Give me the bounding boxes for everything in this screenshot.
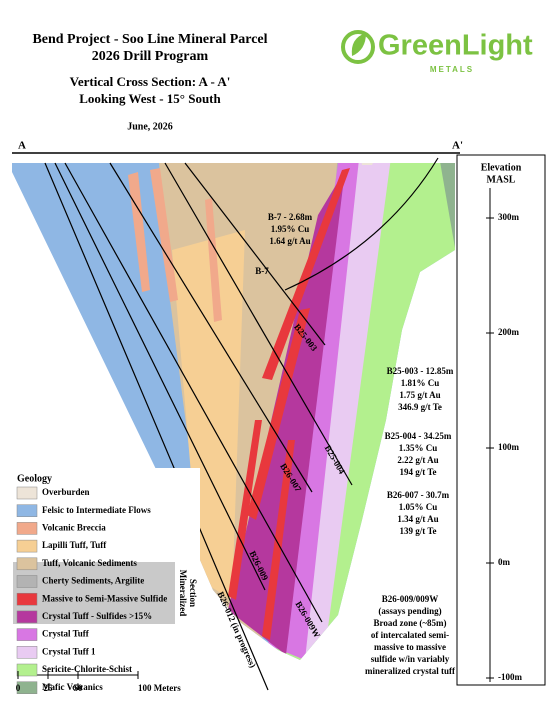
legend-swatch <box>16 575 38 588</box>
elevation-box <box>456 154 546 686</box>
drill-hole <box>44 162 269 691</box>
geology-unit <box>228 170 345 655</box>
elevation-tick-label: -100m <box>498 672 522 682</box>
legend-label: Felsic to Intermediate Flows <box>42 505 151 515</box>
geology-unit <box>205 198 222 322</box>
intercept-text: 2.22 g/t Au <box>397 455 438 465</box>
section-start: A <box>18 140 26 152</box>
group-label: Section <box>188 579 198 607</box>
intercept-text: 1.75 g/t Au <box>399 390 440 400</box>
legend-swatch <box>16 646 38 659</box>
scale-label: 50 <box>74 683 84 693</box>
legend-label: Volcanic Breccia <box>42 522 106 532</box>
section-line: Looking West - 15° South <box>79 91 221 106</box>
elevation-tick-label: 200m <box>498 327 520 337</box>
legend-swatch <box>16 681 38 694</box>
geology-unit <box>262 440 295 640</box>
drill-hole <box>109 162 313 493</box>
mineralized-group <box>13 562 175 624</box>
legend-label: Tuff, Volcanic Sediments <box>42 558 137 568</box>
legend-label: Crystal Tuff - Sulfides >15% <box>42 611 152 621</box>
legend-label: Crystal Tuff 1 <box>42 646 96 656</box>
title-line: 2026 Drill Program <box>92 49 209 64</box>
elevation-title: Elevation <box>481 162 522 173</box>
intercept-text: 194 g/t Te <box>399 467 436 477</box>
intercept-text: 1.05% Cu <box>399 502 438 512</box>
logo-leaf <box>351 33 366 56</box>
logo-mark <box>341 30 375 64</box>
geology-unit <box>228 420 262 600</box>
group-label: Mineralized <box>178 570 188 617</box>
legend-swatch <box>16 628 38 641</box>
elevation-title: MASL <box>487 174 516 185</box>
geology-unit <box>262 168 350 380</box>
legend-label: Overburden <box>42 487 90 497</box>
legend-swatch <box>16 557 38 571</box>
scale-label: 0 <box>16 683 21 693</box>
legend-swatch <box>16 486 38 500</box>
drill-hole-label: B-7 <box>255 266 269 276</box>
intercept-text: of intercalated semi- <box>371 630 449 640</box>
intercept-text: 1.34 g/t Au <box>397 514 438 524</box>
legend-title: Geology <box>17 473 52 484</box>
geology-unit <box>438 163 455 250</box>
legend-swatch <box>16 522 38 535</box>
logo: GreenLight METALS <box>341 30 533 74</box>
legend-swatch <box>16 663 38 677</box>
scale-label: 100 Meters <box>138 683 181 693</box>
scale-label: 25 <box>44 683 54 693</box>
legend-label: Cherty Sediments, Argilite <box>42 576 144 586</box>
intercept-text: 1.81% Cu <box>401 378 440 388</box>
elevation-tick-label: 300m <box>498 212 520 222</box>
intercept-text: B26-009/009W <box>382 594 439 604</box>
intercept-text: B25-003 - 12.85m <box>387 366 454 376</box>
logo-name: GreenLight <box>378 30 533 62</box>
intercept-text: 1.95% Cu <box>271 224 310 234</box>
drill-hole <box>164 162 353 486</box>
legend-swatch <box>16 504 38 517</box>
geology-unit <box>150 168 178 302</box>
section-end: A' <box>452 140 463 152</box>
geology-unit <box>247 308 310 520</box>
logo-tagline: METALS <box>430 65 474 74</box>
geology-unit <box>172 230 245 600</box>
legend-label: Massive to Semi-Massive Sulfide <box>42 593 167 603</box>
legend-swatch <box>16 539 38 553</box>
elevation-tick-label: 0m <box>498 557 511 567</box>
intercept-text: massive to massive <box>374 642 446 652</box>
intercept-text: Broad zone (~85m) <box>373 618 446 628</box>
legend-label: Crystal Tuff <box>42 629 90 639</box>
intercept-text: B25-004 - 34.25m <box>385 431 452 441</box>
title-line: Bend Project - Soo Line Mineral Parcel <box>32 32 267 47</box>
intercept-text: 1.35% Cu <box>399 443 438 453</box>
intercept-text: 1.64 g/t Au <box>269 236 310 246</box>
legend-label: Lapilli Tuff, Tuff <box>42 540 107 550</box>
geology-unit <box>298 163 392 655</box>
intercept-text: B26-007 - 30.7m <box>387 490 450 500</box>
legend-label: Sericite-Chlorite-Schist <box>42 664 132 674</box>
legend-swatch <box>16 592 38 606</box>
section-line: Vertical Cross Section: A - A' <box>70 74 231 89</box>
drill-hole <box>184 162 326 346</box>
intercept-text: 346.9 g/t Te <box>398 402 442 412</box>
intercept-text: mineralized crystal tuff <box>365 666 456 676</box>
date: June, 2026 <box>127 121 173 132</box>
intercept-text: sulfide w/in variably <box>371 654 450 664</box>
elevation-tick-label: 100m <box>498 442 520 452</box>
intercept-text: (assays pending) <box>378 606 441 616</box>
legend-label: Mafic Volcanics <box>42 682 103 692</box>
drill-hole <box>54 162 266 591</box>
drill-hole <box>64 162 323 623</box>
drill-hole <box>284 157 439 291</box>
intercept-text: 139 g/t Te <box>399 526 436 536</box>
intercept-text: B-7 - 2.68m <box>268 212 313 222</box>
legend-swatch <box>16 610 38 624</box>
